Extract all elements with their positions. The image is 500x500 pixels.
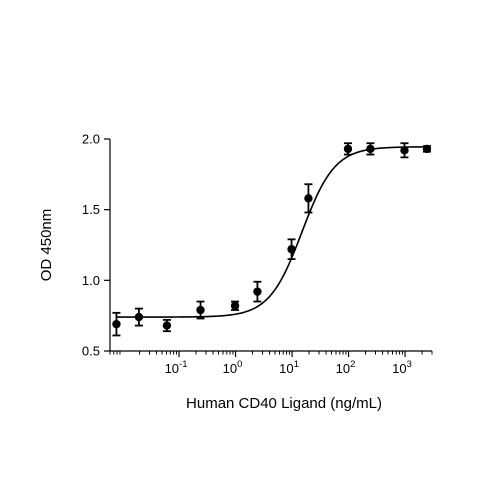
- y-tick-label: 1.0: [82, 273, 100, 288]
- y-tick-label: 2.0: [82, 132, 100, 147]
- data-point: [400, 146, 409, 155]
- data-point-group: [422, 144, 432, 154]
- x-tick-label: 101: [279, 359, 299, 376]
- data-point-group: [366, 142, 375, 156]
- data-point: [253, 287, 262, 296]
- fit-curve-group: [116, 146, 427, 318]
- x-axis-title: Human CD40 Ligand (ng/mL): [186, 395, 382, 412]
- y-axis-title: OD 450nm: [38, 209, 55, 282]
- data-point: [196, 305, 205, 315]
- data-point-group: [400, 142, 409, 159]
- data-point: [162, 321, 172, 330]
- data-point: [366, 144, 375, 154]
- data-point-group: [196, 300, 205, 320]
- data-point: [112, 319, 121, 329]
- x-tick-label: 10-1: [165, 359, 188, 376]
- data-point-group: [343, 142, 353, 156]
- data-point-group: [112, 311, 121, 337]
- fit-curve: [116, 146, 427, 318]
- data-point-group: [230, 300, 240, 311]
- data-point-group: [287, 238, 296, 261]
- data-point-group: [253, 280, 262, 303]
- x-tick-label: 102: [336, 359, 356, 376]
- data-points-group: [112, 142, 432, 337]
- data-point: [230, 301, 240, 310]
- data-point: [422, 144, 432, 154]
- data-point-group: [162, 319, 172, 333]
- data-point: [343, 144, 353, 154]
- y-tick-label: 0.5: [82, 344, 100, 359]
- data-point-group: [304, 183, 313, 214]
- x-tick-label: 100: [223, 359, 243, 376]
- data-point: [287, 245, 296, 254]
- data-point-group: [134, 307, 144, 327]
- x-tick-label: 103: [392, 359, 412, 376]
- y-tick-label: 1.5: [82, 202, 100, 217]
- data-point: [304, 194, 313, 203]
- data-point: [134, 312, 144, 322]
- axes: 0.5 1.0 1.5 2.0 10-1 100 101 102 103: [82, 132, 433, 376]
